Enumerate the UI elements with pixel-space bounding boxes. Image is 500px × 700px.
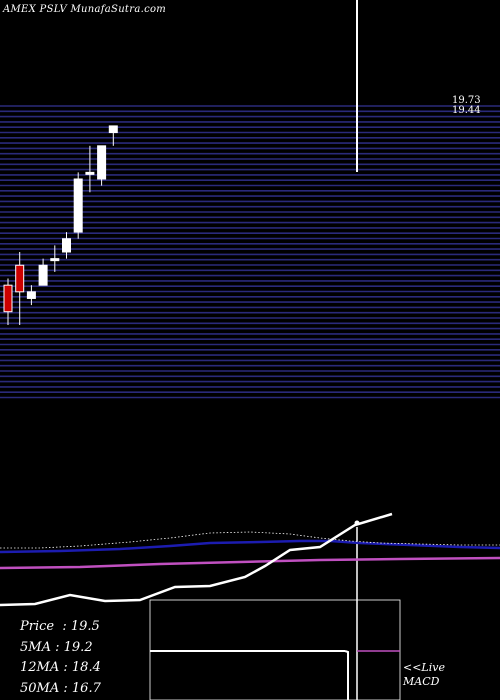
candlesticks [3, 125, 118, 325]
candle-body [97, 145, 107, 180]
price-trend-line [0, 512, 393, 607]
ma-magenta-line [0, 556, 500, 570]
candle-body [62, 238, 71, 253]
live-label: <<Live [403, 661, 445, 674]
candle-body [38, 264, 48, 286]
price-grid [0, 105, 500, 399]
candle-body [73, 178, 83, 233]
stat-12ma: 12MA : 18.4 [20, 660, 101, 675]
stats-panel: Price : 19.5 5MA : 19.2 12MA : 18.4 50MA… [20, 617, 101, 699]
axis-label-top: 19.73 [452, 95, 481, 106]
macd-label: MACD [403, 675, 440, 688]
chart-title: AMEX PSLV MunafaSutra.com [3, 4, 167, 15]
axis-label-second: 19.44 [452, 105, 481, 116]
candle-body [108, 125, 118, 134]
candle-body [85, 171, 95, 175]
stat-price: Price : 19.5 [20, 619, 100, 634]
price-trend-marker [354, 520, 360, 526]
ma-blue-line [0, 539, 500, 554]
candle-body [50, 258, 60, 262]
live-macd-label: <<Live MACD [403, 661, 445, 689]
ma-dotted-line [0, 531, 500, 549]
stat-5ma: 5MA : 19.2 [20, 639, 93, 655]
stat-50ma: 50MA : 16.7 [20, 680, 101, 696]
candle-body [15, 264, 25, 293]
candle-body [26, 291, 36, 299]
macd-panel [149, 599, 401, 700]
candle-body [3, 284, 13, 313]
